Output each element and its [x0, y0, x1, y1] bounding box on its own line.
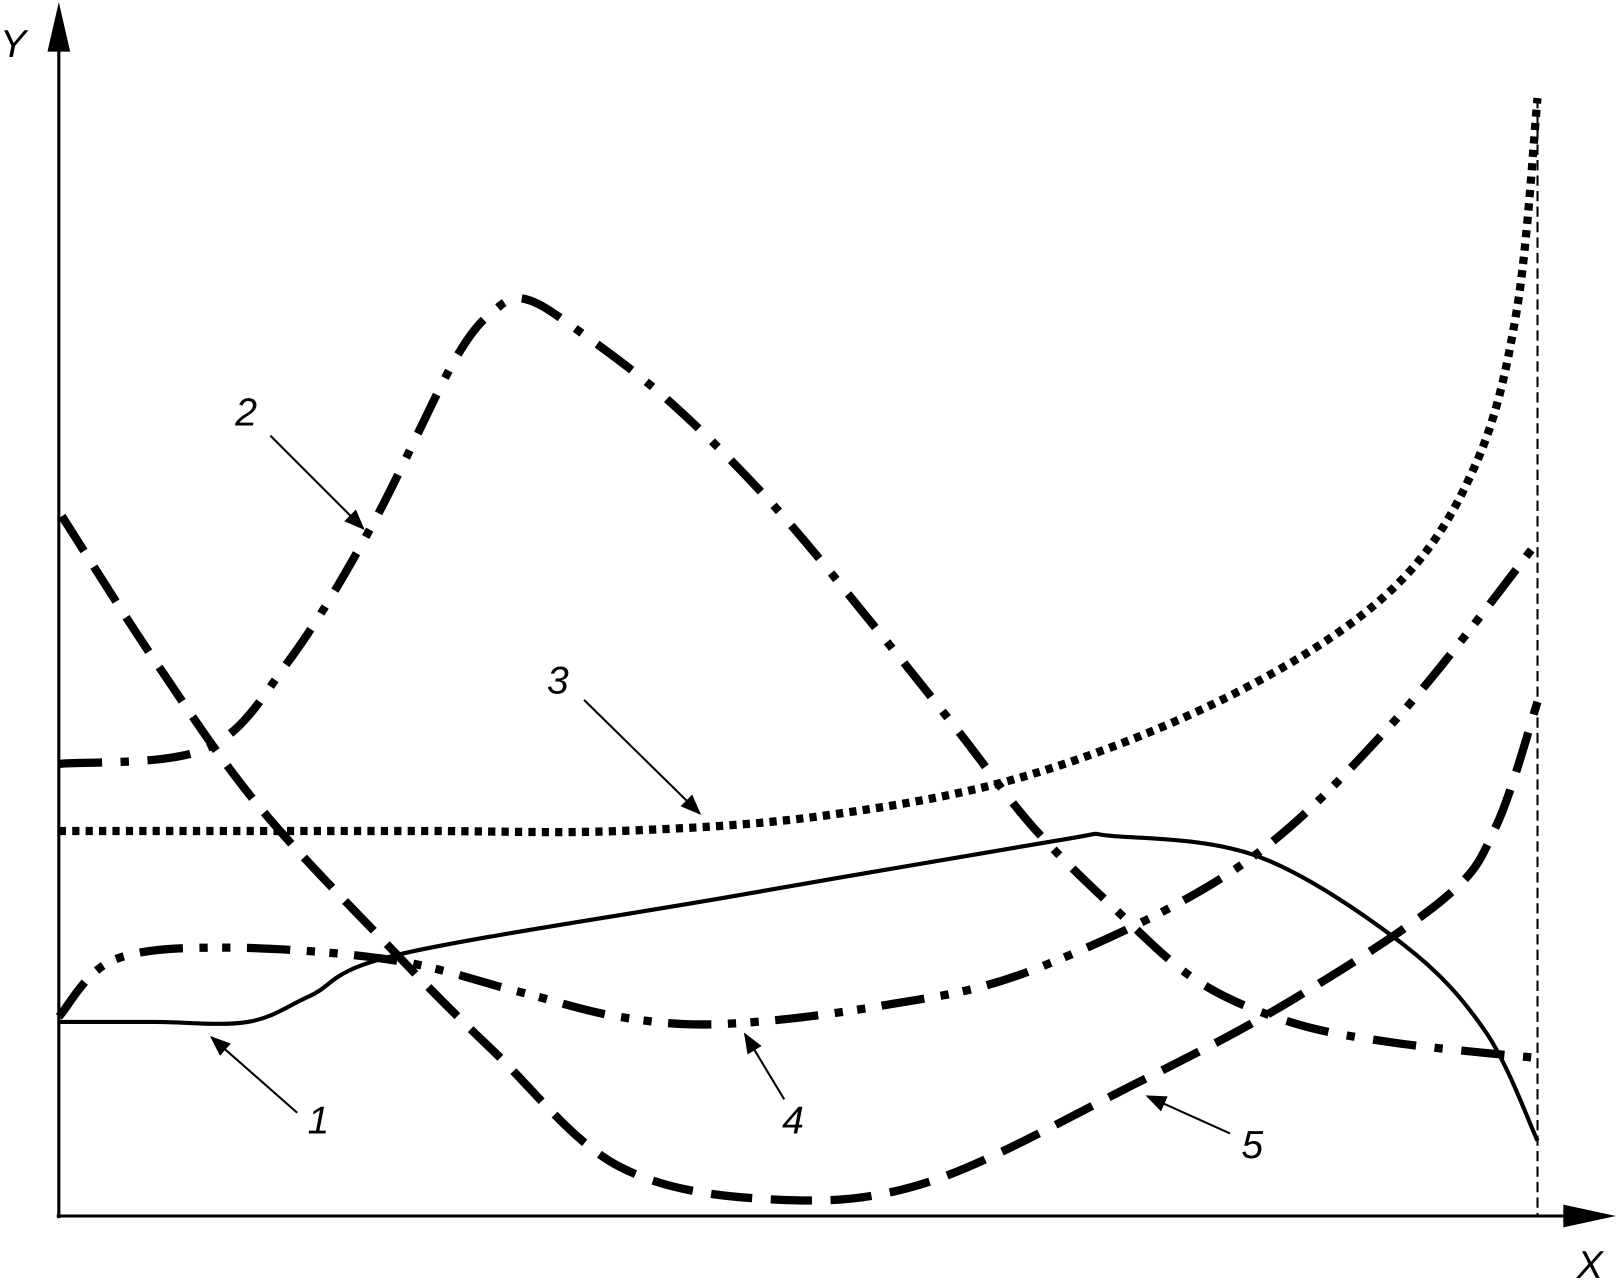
x-axis-arrow — [1563, 1204, 1616, 1228]
y-axis-label: Y — [0, 23, 29, 66]
curve-label-1: 1 — [308, 1099, 330, 1142]
leader-arrow-1 — [209, 1036, 298, 1114]
curve-3-dotted — [58, 97, 1542, 837]
curve-2-dash-dot — [58, 293, 1538, 1063]
curve-label-2: 2 — [234, 391, 257, 434]
leader-arrow-4 — [743, 1032, 786, 1100]
leader-arrow-2 — [269, 434, 365, 530]
curve-label-3: 3 — [547, 660, 569, 703]
leader-arrow-5 — [1145, 1095, 1231, 1135]
leader-arrow-3 — [583, 699, 702, 815]
curve-label-4: 4 — [782, 1099, 804, 1142]
y-axis-arrow — [47, 2, 71, 52]
x-axis-label: X — [1576, 1244, 1605, 1280]
curve-5-dashed — [58, 513, 1542, 1205]
curve-4-dash-dot-dot — [55, 539, 1541, 1029]
curve-label-5: 5 — [1241, 1124, 1263, 1167]
curve-1-solid — [58, 831, 1540, 1142]
